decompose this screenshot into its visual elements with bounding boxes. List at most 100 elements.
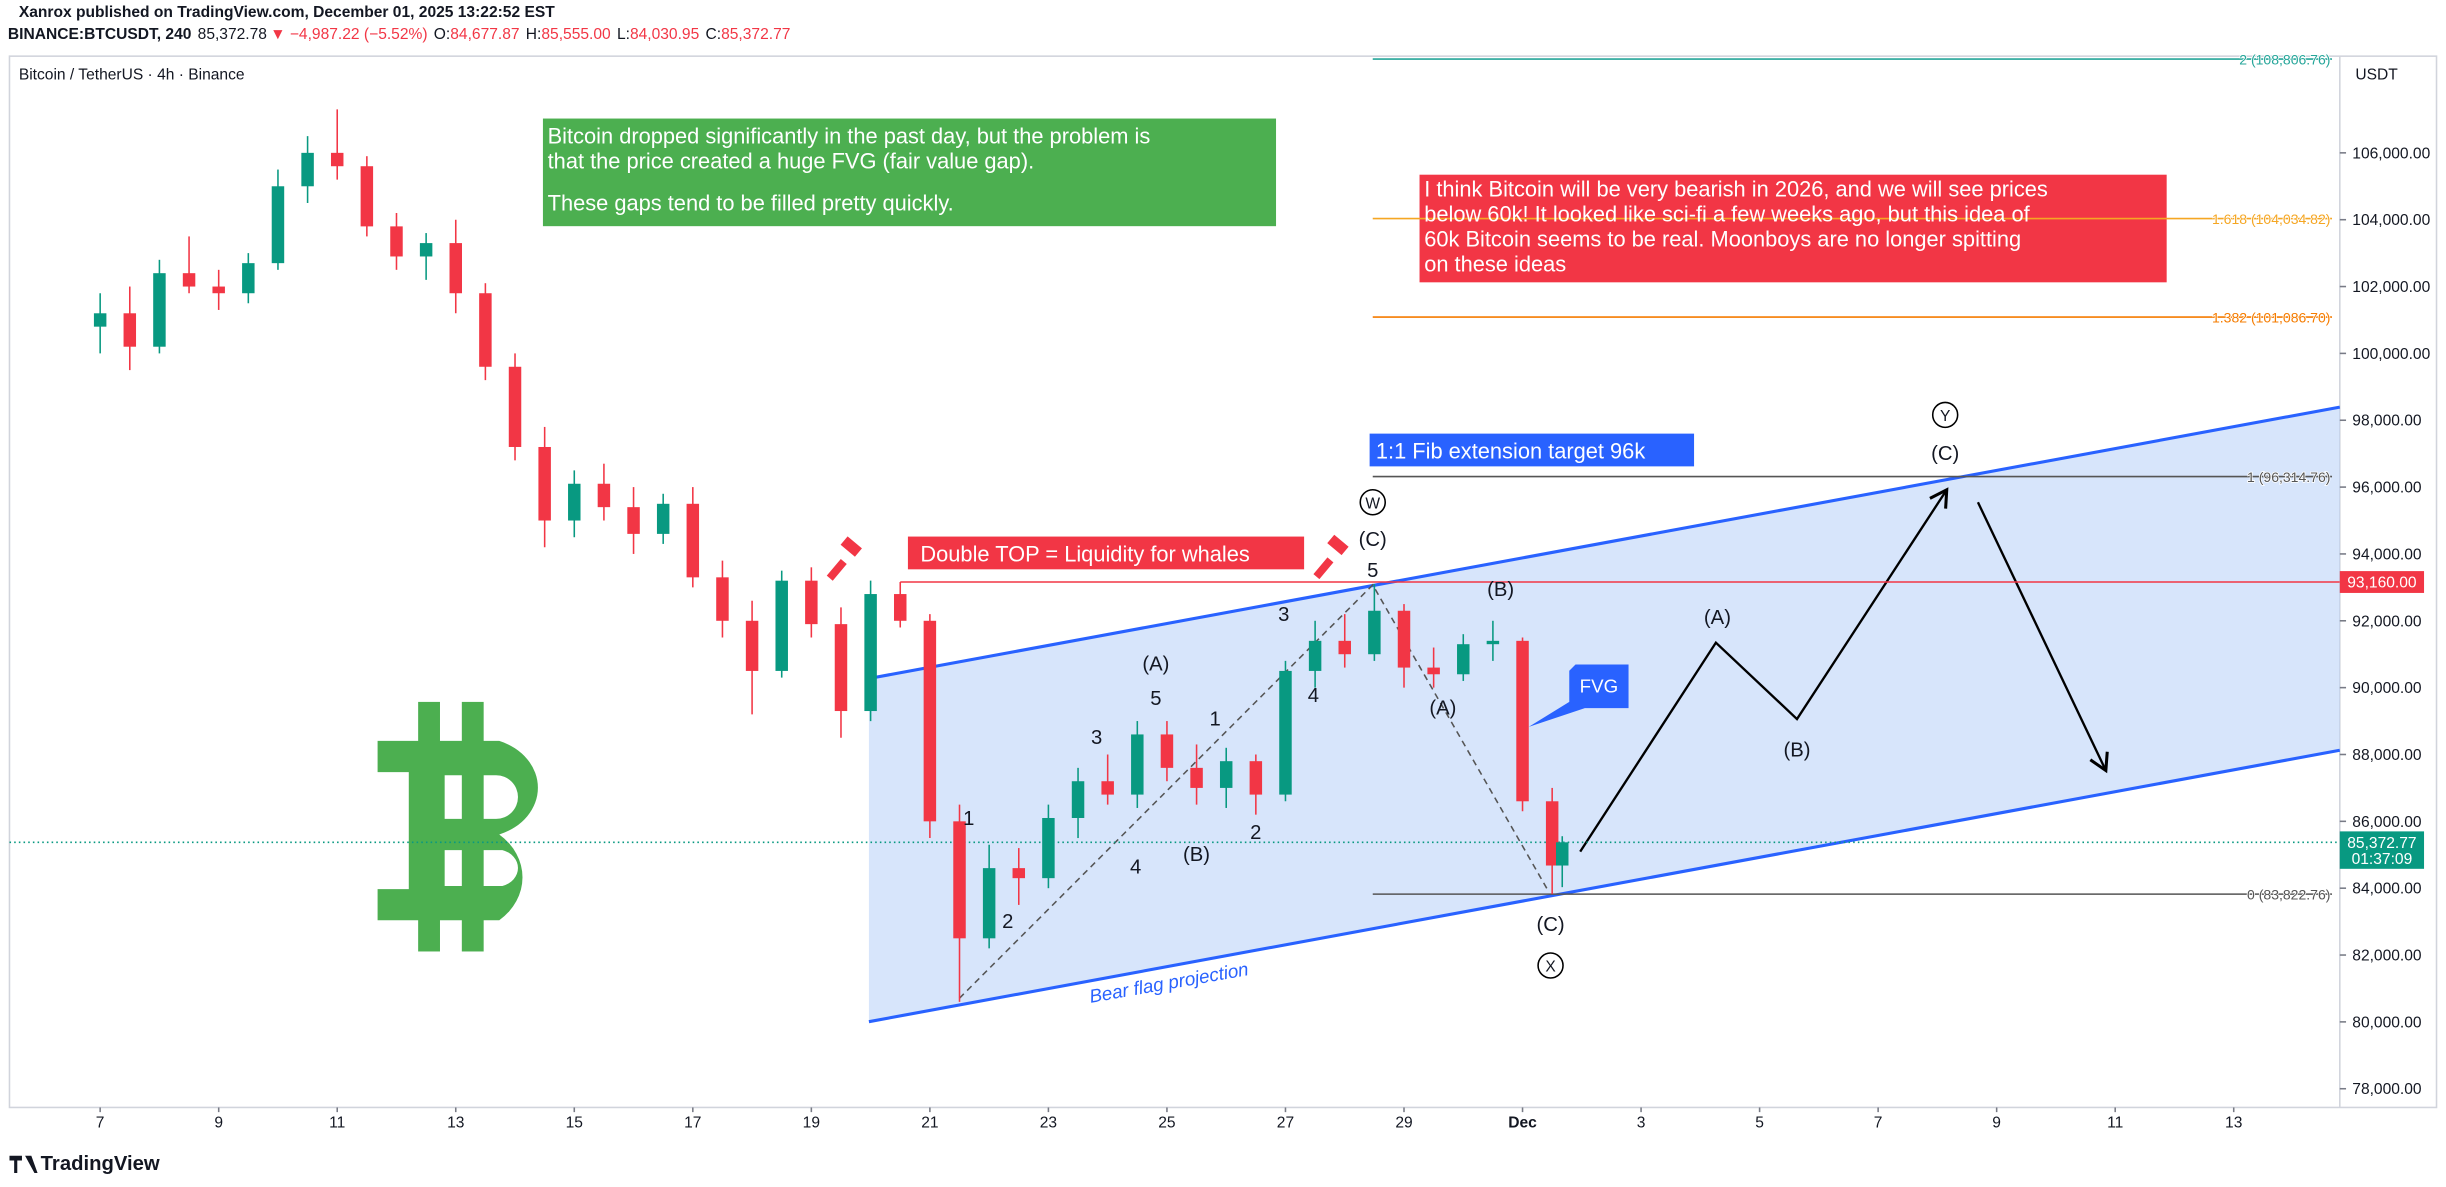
channel-lower — [868, 748, 2341, 1024]
red-note-line: below 60k! It looked like sci-fi a few w… — [1424, 201, 2030, 226]
wave-label: (A) — [1142, 654, 1169, 676]
red-note-box — [1419, 174, 2167, 283]
wave-dash — [958, 583, 1550, 999]
green-note-line: that the price created a huge FVG (fair … — [548, 148, 1035, 173]
wave-label: (B) — [1183, 844, 1210, 866]
candle-body — [182, 273, 196, 287]
ohlc-value: 84,030.95 — [630, 26, 700, 43]
candle-body — [627, 507, 640, 534]
ohlc-value: 85,555.00 — [541, 26, 611, 43]
wave-label: 2 — [1250, 822, 1261, 844]
fib-label: 1.618 (104,034.82) — [2212, 211, 2330, 227]
candle-body — [953, 821, 966, 939]
wave-label: 4 — [1308, 685, 1319, 707]
wave-label: (A) — [1429, 697, 1456, 719]
candle-body — [1101, 781, 1114, 795]
wave-label: 2 — [1002, 911, 1013, 933]
target-box — [1369, 433, 1695, 467]
candle-body — [1042, 817, 1055, 879]
candle-body — [1071, 781, 1085, 818]
y-tick-label: 92,000.00 — [2352, 613, 2422, 630]
target-label: 1:1 Fib extension target 96k — [1376, 439, 1645, 464]
candle-body — [1516, 640, 1529, 802]
y-tick-label: 104,000.00 — [2352, 212, 2430, 229]
candle-body — [1368, 610, 1381, 655]
green-note-line: Bitcoin dropped significantly in the pas… — [548, 124, 1151, 149]
y-tick-label: 88,000.00 — [2352, 747, 2422, 764]
current-price-label: 85,372.77 — [2347, 835, 2416, 852]
candle-body — [1457, 644, 1470, 675]
double-top-note: Double TOP = Liquidity for whales — [920, 542, 1250, 567]
x-tick-label: 7 — [96, 1115, 105, 1132]
candle-body — [271, 186, 285, 264]
candle-body — [1012, 868, 1026, 879]
candle-body — [242, 263, 255, 294]
red-note-line: 60k Bitcoin seems to be real. Moonboys a… — [1424, 226, 2021, 251]
x-tick-label: Dec — [1508, 1115, 1537, 1132]
fib-label: 0 (83,822.76) — [2247, 887, 2330, 903]
ohlc-value: 84,677.87 — [450, 26, 519, 43]
y-tick-label: 82,000.00 — [2352, 947, 2422, 964]
y-tick-label: 94,000.00 — [2352, 546, 2422, 563]
ohlc-label: L: — [617, 26, 630, 43]
fib-label: 1 (96,314.76) — [2247, 469, 2330, 485]
countdown: 01:37:09 — [2352, 851, 2413, 868]
wave-label: (C) — [1931, 443, 1959, 465]
hammer-icon — [826, 536, 862, 581]
price-pane — [9, 58, 2340, 1002]
candle-body — [864, 594, 877, 712]
x-tick-label: 25 — [1158, 1115, 1176, 1132]
double-top-label: 93,160.00 — [2347, 574, 2417, 591]
candle-body — [805, 580, 818, 625]
candle-body — [390, 226, 403, 257]
fib-label: 0 (83,822.76) — [2247, 887, 2330, 903]
green-note-box — [542, 118, 1277, 227]
ohlc-label: O: — [434, 26, 450, 43]
candle-body — [597, 483, 611, 508]
x-tick-label: 9 — [1992, 1115, 2001, 1132]
wave-label: Y — [1940, 408, 1951, 425]
wave-label: 3 — [1091, 727, 1102, 749]
candle-body — [538, 446, 551, 521]
fib-label: 1.382 (101,086.70) — [2212, 310, 2330, 326]
ohlc-value: 85,372.77 — [721, 26, 790, 43]
candle-body — [982, 868, 996, 939]
candle-body — [1279, 670, 1292, 795]
candle-body — [656, 503, 670, 534]
candle-body — [360, 166, 374, 227]
candle-body — [153, 273, 166, 347]
wave-label: 4 — [1130, 856, 1141, 878]
candle-body — [716, 577, 729, 621]
double-top-box — [907, 536, 1305, 570]
channel-fill — [868, 407, 2340, 1022]
fvg-callout — [1528, 664, 1629, 727]
y-tick-label: 78,000.00 — [2352, 1081, 2422, 1098]
candle-body — [508, 366, 522, 447]
y-tick-label: 86,000.00 — [2352, 814, 2422, 831]
y-tick-label: 84,000.00 — [2352, 881, 2422, 898]
candle-body — [834, 624, 848, 712]
candle-body — [301, 152, 314, 187]
current-price-tag — [2339, 831, 2425, 869]
wave-label: 1 — [963, 808, 974, 830]
candle-body — [568, 483, 581, 521]
candle-body — [479, 293, 492, 367]
candle-body — [1308, 640, 1322, 671]
candle-body — [93, 313, 107, 327]
fib-label: 2 (108,806.76) — [2239, 51, 2330, 67]
x-tick-label: 11 — [2107, 1115, 2123, 1132]
wave-label: 1 — [1210, 708, 1221, 730]
x-tick-label: 23 — [1040, 1115, 1057, 1132]
x-tick-label: 13 — [2225, 1115, 2242, 1132]
wave-label: 5 — [1150, 688, 1161, 710]
ohlc-label: H: — [526, 26, 542, 43]
wave-label: (A) — [1704, 607, 1731, 629]
candle-body — [1249, 761, 1263, 795]
candle-body — [1219, 761, 1233, 788]
fib-label: 2 (108,806.76) — [2239, 51, 2330, 67]
y-tick-label: 106,000.00 — [2352, 145, 2430, 162]
channel-upper — [868, 405, 2341, 681]
x-tick-label: 15 — [566, 1115, 584, 1132]
